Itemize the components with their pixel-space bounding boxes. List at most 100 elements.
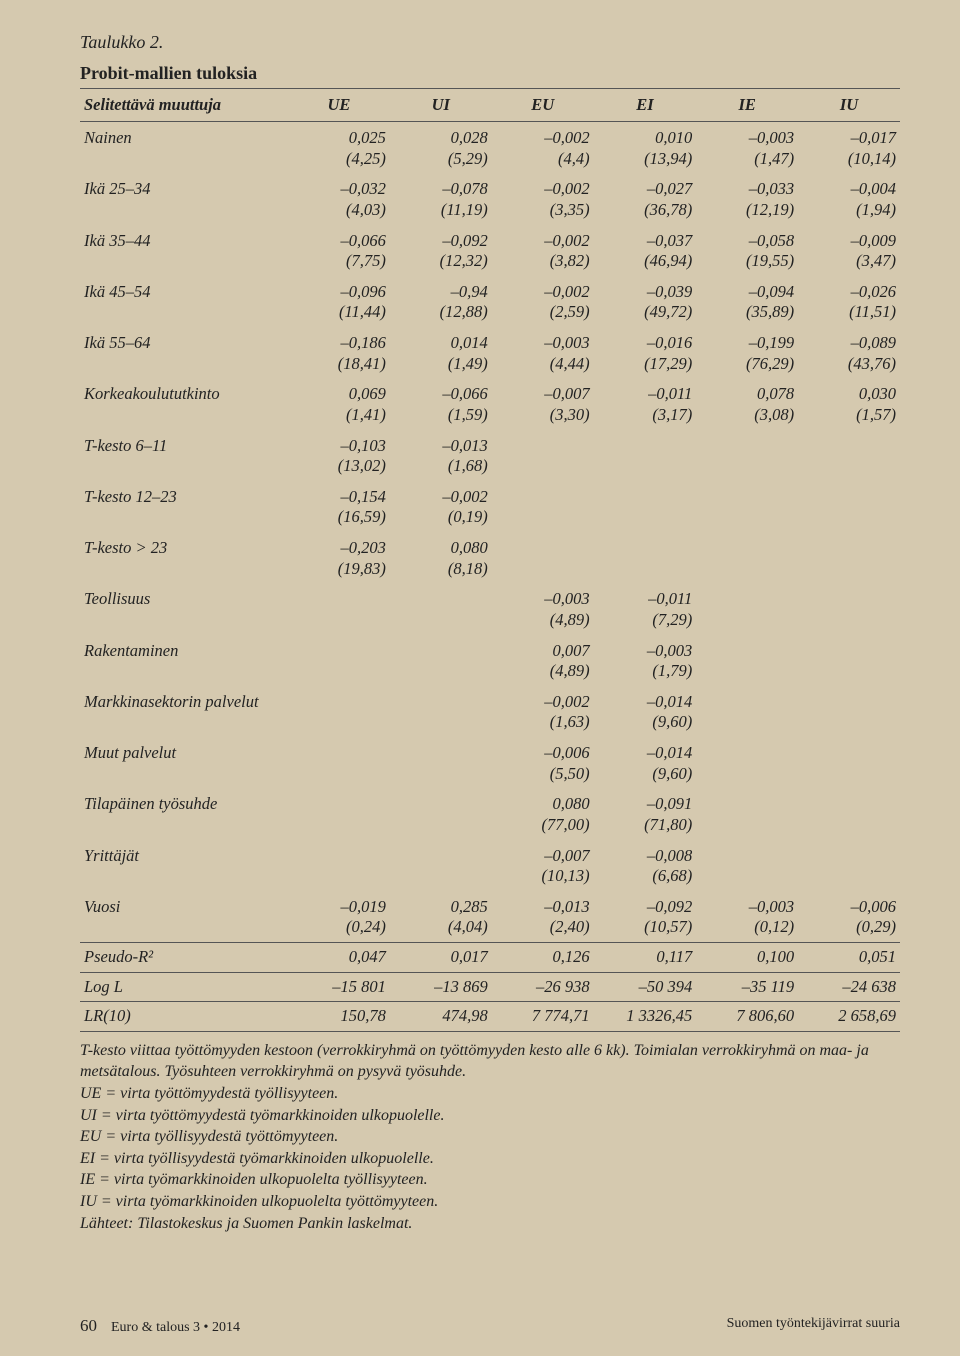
cell-value: [390, 583, 492, 634]
cell-value: 0,030 (1,57): [798, 378, 900, 429]
cell-value: –0,002 (0,19): [390, 481, 492, 532]
col-header-eu: EU: [492, 89, 594, 122]
cell-value: –0,033 (12,19): [696, 173, 798, 224]
cell-value: [492, 532, 594, 583]
row-label: Vuosi: [80, 891, 288, 943]
cell-value: [390, 788, 492, 839]
cell-value: –0,003 (0,12): [696, 891, 798, 943]
table-title: Probit-mallien tuloksia: [80, 63, 900, 84]
cell-value: –0,006 (5,50): [492, 737, 594, 788]
cell-value: –0,092 (10,57): [594, 891, 697, 943]
cell-value: –0,154 (16,59): [288, 481, 390, 532]
cell-value: [288, 840, 390, 891]
cell-value: [798, 430, 900, 481]
cell-value: –0,091 (71,80): [594, 788, 697, 839]
col-header-label: Selitettävä muuttuja: [80, 89, 288, 122]
row-label: Nainen: [80, 122, 288, 174]
cell-value: –0,203 (19,83): [288, 532, 390, 583]
note-line: IE = virta työmarkkinoiden ulkopuolelta …: [80, 1169, 900, 1191]
page-footer: 60 Euro & talous 3 • 2014 Suomen työntek…: [80, 1316, 900, 1336]
cell-value: 0,014 (1,49): [390, 327, 492, 378]
cell-value: –0,199 (76,29): [696, 327, 798, 378]
note-line: UE = virta työttömyydestä työllisyyteen.: [80, 1083, 900, 1105]
cell-value: –0,002 (3,82): [492, 225, 594, 276]
stat-value: –24 638: [798, 972, 900, 1002]
stat-value: 0,017: [390, 943, 492, 973]
stat-value: –50 394: [594, 972, 697, 1002]
row-label: Ikä 35–44: [80, 225, 288, 276]
row-label: Teollisuus: [80, 583, 288, 634]
stat-value: 0,047: [288, 943, 390, 973]
cell-value: 0,025 (4,25): [288, 122, 390, 174]
table-row: Ikä 55–64–0,186 (18,41)0,014 (1,49)–0,00…: [80, 327, 900, 378]
stat-row: Pseudo-R²0,0470,0170,1260,1170,1000,051: [80, 943, 900, 973]
cell-value: [798, 686, 900, 737]
table-row: Ikä 45–54–0,096 (11,44)–0,94 (12,88)–0,0…: [80, 276, 900, 327]
cell-value: –0,002 (2,59): [492, 276, 594, 327]
page-number: 60: [80, 1316, 97, 1336]
cell-value: [798, 481, 900, 532]
cell-value: –0,066 (1,59): [390, 378, 492, 429]
cell-value: –0,016 (17,29): [594, 327, 697, 378]
cell-value: [696, 635, 798, 686]
cell-value: –0,019 (0,24): [288, 891, 390, 943]
cell-value: [798, 788, 900, 839]
cell-value: –0,014 (9,60): [594, 737, 697, 788]
cell-value: 0,007 (4,89): [492, 635, 594, 686]
col-header-iu: IU: [798, 89, 900, 122]
cell-value: –0,94 (12,88): [390, 276, 492, 327]
cell-value: [492, 481, 594, 532]
table-row: T-kesto 6–11–0,103 (13,02)–0,013 (1,68): [80, 430, 900, 481]
table-notes: T-kesto viittaa työttömyyden kestoon (ve…: [80, 1040, 900, 1234]
col-header-ie: IE: [696, 89, 798, 122]
cell-value: [390, 635, 492, 686]
cell-value: –0,002 (4,4): [492, 122, 594, 174]
cell-value: 0,078 (3,08): [696, 378, 798, 429]
cell-value: –0,007 (3,30): [492, 378, 594, 429]
stat-value: 0,100: [696, 943, 798, 973]
row-label: Tilapäinen työsuhde: [80, 788, 288, 839]
cell-value: 0,080 (77,00): [492, 788, 594, 839]
stat-value: –35 119: [696, 972, 798, 1002]
table-row: Teollisuus –0,003 (4,89)–0,011 (7,29): [80, 583, 900, 634]
row-label: Ikä 55–64: [80, 327, 288, 378]
table-row: Yrittäjät–0,007 (10,13)–0,008 (6,68): [80, 840, 900, 891]
table-row: Ikä 35–44–0,066 (7,75)–0,092 (12,32)–0,0…: [80, 225, 900, 276]
stat-value: 474,98: [390, 1002, 492, 1032]
stat-label: LR(10): [80, 1002, 288, 1032]
page: Taulukko 2. Probit-mallien tuloksia Seli…: [0, 0, 960, 1356]
cell-value: [594, 481, 697, 532]
table-row: Vuosi–0,019 (0,24)0,285 (4,04)–0,013 (2,…: [80, 891, 900, 943]
cell-value: [696, 788, 798, 839]
cell-value: [798, 840, 900, 891]
cell-value: –0,011 (7,29): [594, 583, 697, 634]
cell-value: 0,069 (1,41): [288, 378, 390, 429]
cell-value: 0,028 (5,29): [390, 122, 492, 174]
stat-value: 7 806,60: [696, 1002, 798, 1032]
stat-row: LR(10)150,78474,987 774,711 3326,457 806…: [80, 1002, 900, 1032]
table-body: Nainen0,025 (4,25)0,028 (5,29)–0,002 (4,…: [80, 122, 900, 1032]
cell-value: –0,003 (4,89): [492, 583, 594, 634]
row-label: Korkeakoulututkinto: [80, 378, 288, 429]
stat-value: 150,78: [288, 1002, 390, 1032]
cell-value: –0,003 (1,79): [594, 635, 697, 686]
table-row: Rakentaminen0,007 (4,89)–0,003 (1,79): [80, 635, 900, 686]
cell-value: [798, 583, 900, 634]
cell-value: –0,066 (7,75): [288, 225, 390, 276]
cell-value: –0,003 (1,47): [696, 122, 798, 174]
table-row: Korkeakoulututkinto0,069 (1,41)–0,066 (1…: [80, 378, 900, 429]
cell-value: –0,017 (10,14): [798, 122, 900, 174]
cell-value: [390, 840, 492, 891]
cell-value: –0,103 (13,02): [288, 430, 390, 481]
note-line: T-kesto viittaa työttömyyden kestoon (ve…: [80, 1040, 900, 1083]
cell-value: –0,037 (46,94): [594, 225, 697, 276]
cell-value: –0,007 (10,13): [492, 840, 594, 891]
stat-value: 1 3326,45: [594, 1002, 697, 1032]
stat-label: Log L: [80, 972, 288, 1002]
cell-value: 0,080 (8,18): [390, 532, 492, 583]
cell-value: [696, 737, 798, 788]
stat-value: 0,051: [798, 943, 900, 973]
note-line: IU = virta työmarkkinoiden ulkopuolelta …: [80, 1191, 900, 1213]
row-label: T-kesto > 23: [80, 532, 288, 583]
row-label: Ikä 45–54: [80, 276, 288, 327]
